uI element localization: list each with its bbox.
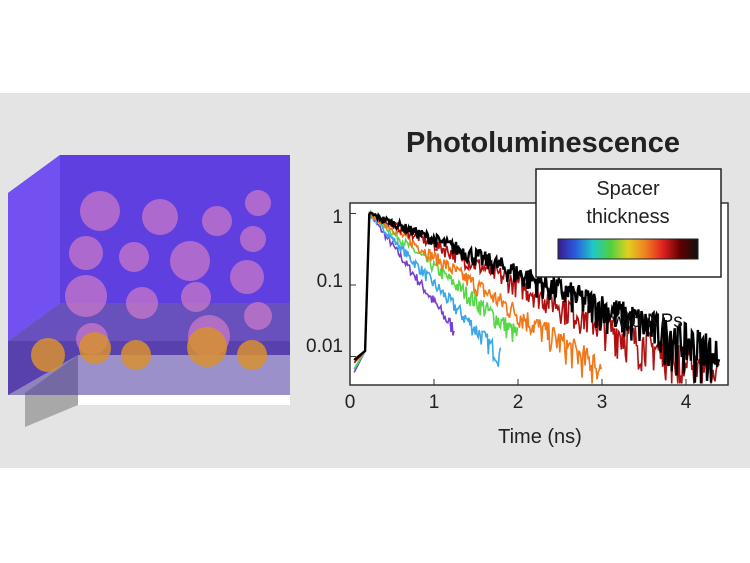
decay-series-3	[353, 211, 602, 384]
legend-title-line-1: Spacer	[596, 178, 660, 200]
legend: Spacer thickness	[535, 168, 722, 278]
bottom-nanoparticle-3	[187, 327, 227, 367]
nanoparticle-8	[65, 275, 107, 317]
x-tick-label-0: 0	[345, 392, 356, 413]
nanoparticle-11	[230, 260, 264, 294]
nanoparticle-film-illustration	[8, 155, 290, 427]
film-left-face	[8, 155, 60, 341]
decay-series-4	[353, 211, 720, 384]
x-tick-label-1: 1	[429, 392, 440, 413]
annotation-wo-nps: w/o NPs	[611, 311, 683, 332]
chart: Photoluminescence 0 1 2 3 4 1 0.1 0.01 T…	[306, 127, 729, 448]
film-front-face	[60, 155, 290, 303]
x-tick-label-3: 3	[597, 392, 608, 413]
decay-series-2	[353, 212, 519, 370]
decay-series-0	[353, 211, 455, 373]
decay-series-1	[353, 209, 502, 370]
legend-title-line-2: thickness	[586, 206, 669, 228]
nanoparticle-0	[80, 191, 120, 231]
nanoparticle-14	[244, 302, 272, 330]
decay-series-5	[353, 211, 721, 384]
bottom-nanoparticle-4	[237, 340, 267, 370]
ticks-group	[349, 212, 687, 385]
nanoparticle-10	[181, 282, 211, 312]
x-tick-label-4: 4	[681, 392, 692, 413]
y-tick-label-0.1: 0.1	[317, 271, 343, 292]
figure-panel: Photoluminescence 0 1 2 3 4 1 0.1 0.01 T…	[0, 93, 750, 468]
figure-svg: Photoluminescence 0 1 2 3 4 1 0.1 0.01 T…	[8, 127, 729, 448]
nanoparticle-5	[119, 242, 149, 272]
nanoparticle-9	[126, 287, 158, 319]
particles-group	[31, 190, 272, 372]
nanoparticle-4	[69, 236, 103, 270]
y-tick-label-1: 1	[332, 207, 343, 228]
nanoparticle-2	[202, 206, 232, 236]
nanoparticle-1	[142, 199, 178, 235]
bottom-nanoparticle-1	[79, 332, 111, 364]
x-axis-label: Time (ns)	[498, 426, 582, 448]
nanoparticle-3	[245, 190, 271, 216]
bottom-nanoparticle-2	[121, 340, 151, 370]
bottom-nanoparticle-0	[31, 338, 65, 372]
chart-title: Photoluminescence	[406, 127, 680, 159]
series-group	[353, 209, 721, 384]
y-tick-label-0.01: 0.01	[306, 336, 343, 357]
x-tick-label-2: 2	[513, 392, 524, 413]
nanoparticle-7	[240, 226, 266, 252]
legend-colorbar	[557, 238, 699, 260]
nanoparticle-6	[170, 241, 210, 281]
